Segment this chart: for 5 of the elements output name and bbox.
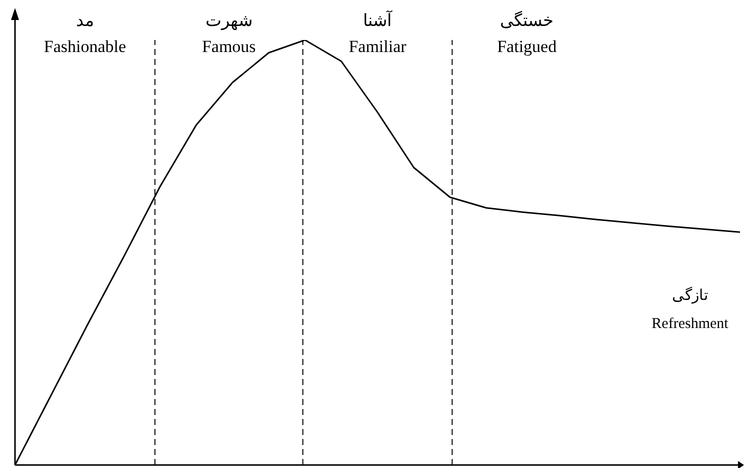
annotation: آشنا Familiar xyxy=(348,9,408,58)
annotation: خستگی Fatigued xyxy=(496,10,558,58)
annotation: مد Fashionable xyxy=(42,10,128,58)
annotation: تازگی Refreshment xyxy=(650,286,730,334)
annotation: شهرت Famous xyxy=(200,10,257,58)
